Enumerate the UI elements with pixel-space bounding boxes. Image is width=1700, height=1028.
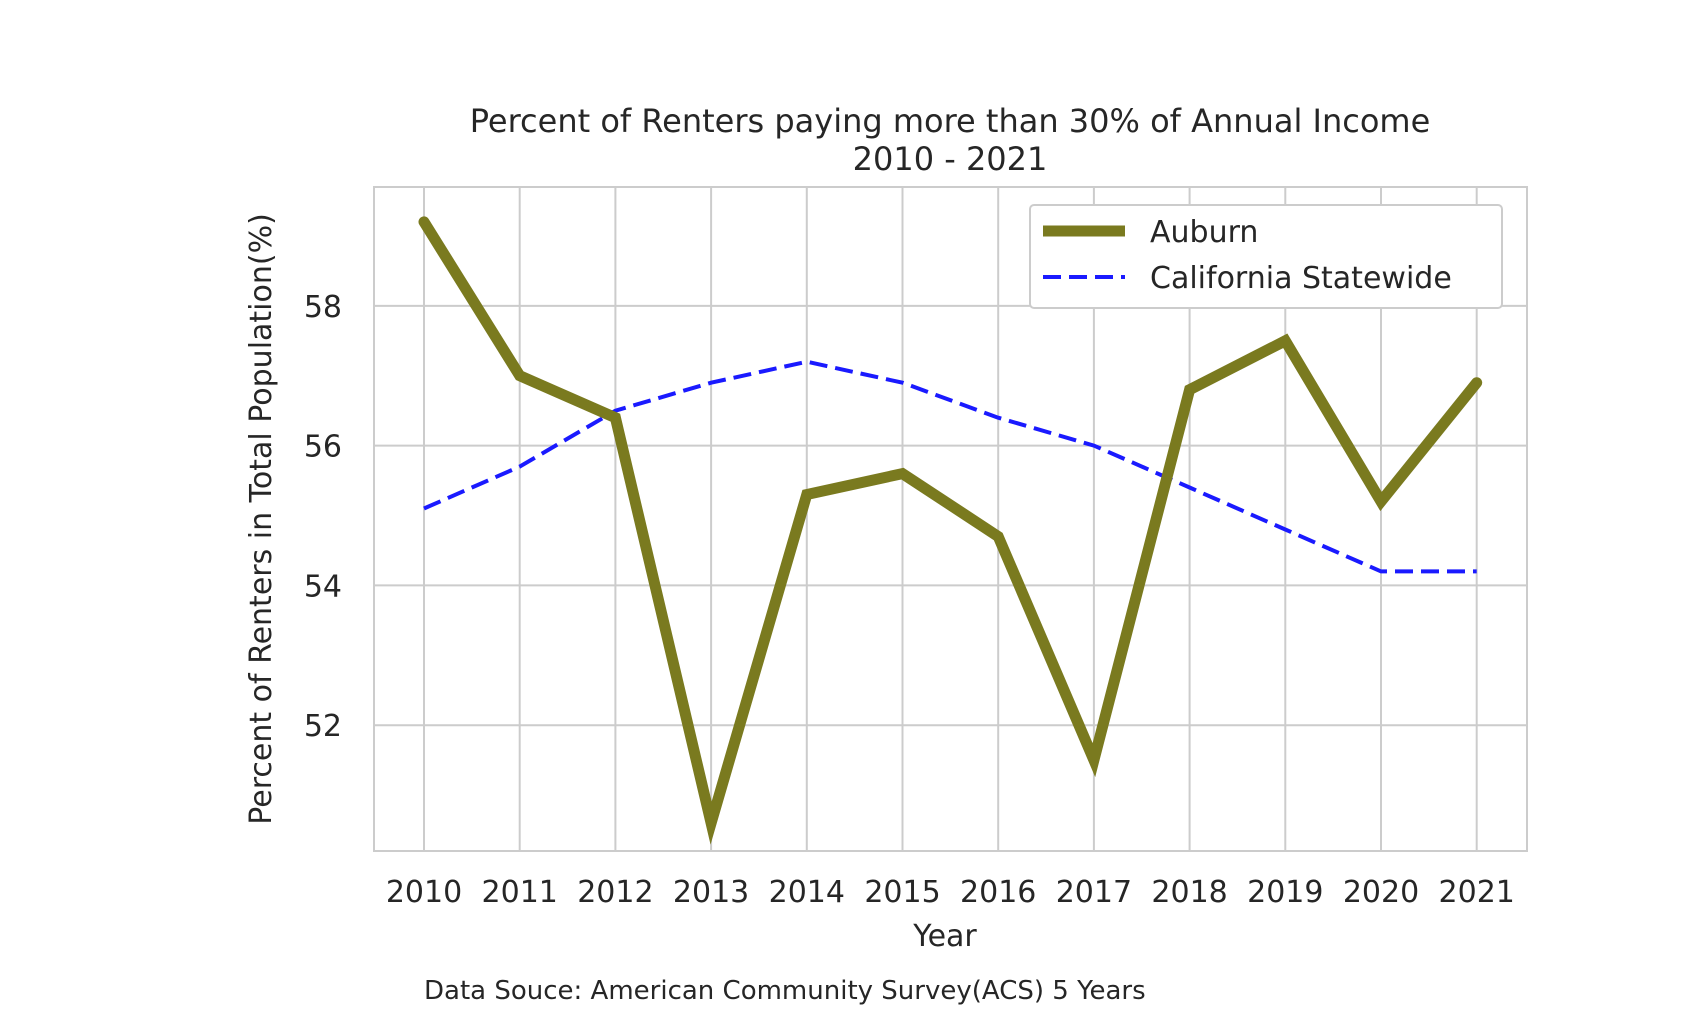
x-axis-label: Year bbox=[912, 919, 977, 954]
x-tick-label: 2014 bbox=[769, 875, 845, 910]
x-tick-label: 2017 bbox=[1056, 875, 1132, 910]
x-tick-label: 2013 bbox=[673, 875, 749, 910]
legend-label-auburn: Auburn bbox=[1150, 215, 1258, 250]
legend-label-california-statewide: California Statewide bbox=[1150, 261, 1452, 296]
series-layer bbox=[418, 216, 1483, 845]
y-tick-label: 52 bbox=[304, 709, 342, 744]
x-tick-label: 2015 bbox=[864, 875, 940, 910]
auburn-series-line bbox=[418, 216, 1483, 845]
legend: Auburn California Statewide bbox=[1029, 204, 1503, 309]
y-axis-label: Percent of Renters in Total Population(%… bbox=[244, 213, 279, 825]
x-tick-label: 2016 bbox=[960, 875, 1036, 910]
x-tick-label: 2012 bbox=[577, 875, 653, 910]
y-tick-label: 54 bbox=[304, 569, 342, 604]
data-source-footnote: Data Souce: American Community Survey(AC… bbox=[424, 976, 1146, 1006]
chart-title: Percent of Renters paying more than 30% … bbox=[470, 102, 1431, 140]
tick-layer: 2010 2011 2012 2013 2014 2015 2016 2017 2018 2019… bbox=[304, 290, 1515, 910]
california-statewide-series-line bbox=[423, 359, 1477, 574]
y-tick-label: 58 bbox=[304, 290, 342, 325]
x-tick-label: 2021 bbox=[1439, 875, 1515, 910]
x-tick-label: 2011 bbox=[482, 875, 558, 910]
x-tick-label: 2019 bbox=[1247, 875, 1323, 910]
x-tick-label: 2018 bbox=[1151, 875, 1227, 910]
chart-subtitle: 2010 - 2021 bbox=[853, 140, 1048, 178]
legend-box bbox=[1029, 204, 1503, 309]
y-tick-label: 56 bbox=[304, 430, 342, 465]
x-tick-label: 2020 bbox=[1343, 875, 1419, 910]
x-tick-label: 2010 bbox=[386, 875, 462, 910]
